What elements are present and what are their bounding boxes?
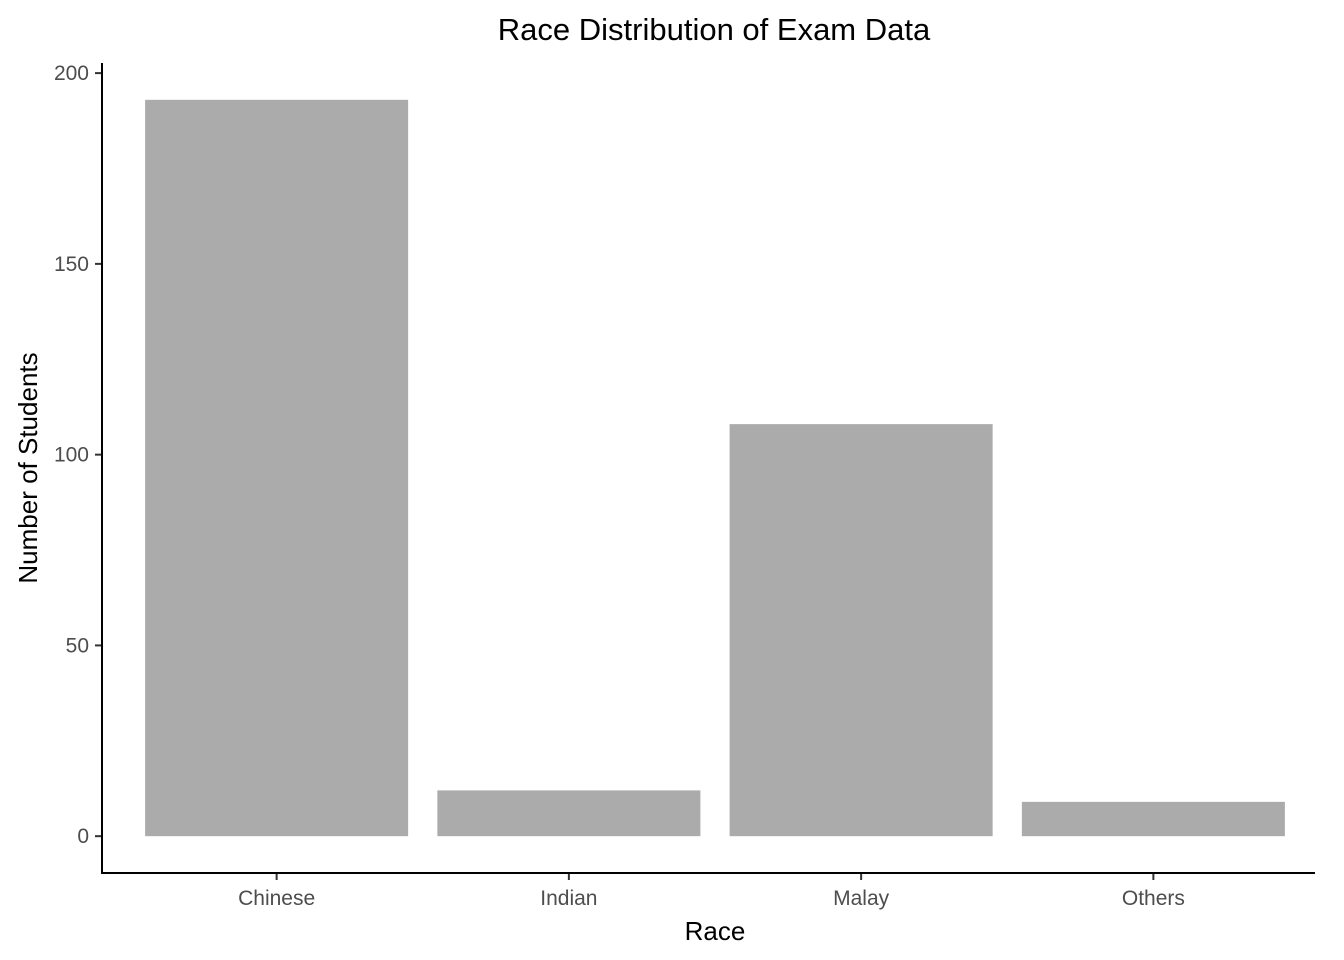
y-axis-ticks: 0 50 100 150 200 — [54, 62, 102, 848]
x-tick-label: Indian — [540, 887, 597, 910]
bar-chinese — [145, 99, 409, 837]
x-tick-label: Others — [1122, 887, 1185, 910]
bar-indian — [437, 790, 701, 837]
bars-group — [145, 99, 1285, 837]
y-tick-label: 150 — [54, 253, 89, 276]
x-tick-label: Chinese — [238, 887, 315, 910]
y-tick-label: 50 — [66, 634, 89, 657]
bar-others — [1021, 801, 1285, 837]
y-tick-label: 200 — [54, 62, 89, 85]
bar-malay — [729, 424, 993, 837]
x-axis-ticks: Chinese Indian Malay Others — [238, 873, 1185, 910]
y-tick-label: 100 — [54, 444, 89, 467]
x-tick-label: Malay — [833, 887, 890, 910]
chart-title: Race Distribution of Exam Data — [498, 12, 931, 47]
x-axis-title: Race — [685, 916, 746, 946]
y-tick-label: 0 — [77, 825, 89, 848]
y-axis-title: Number of Students — [13, 352, 43, 583]
